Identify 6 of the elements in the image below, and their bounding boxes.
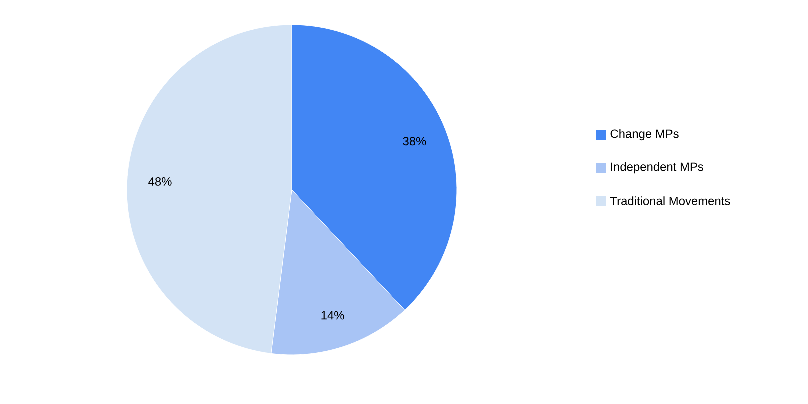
data-label: 48% xyxy=(148,177,172,186)
legend-label: Change MPs xyxy=(610,129,679,141)
data-label: 14% xyxy=(322,311,344,320)
data-label: 38% xyxy=(403,137,426,146)
legend-label: Traditional Movements xyxy=(610,196,730,206)
legend-label: Independent MPs xyxy=(611,162,704,174)
